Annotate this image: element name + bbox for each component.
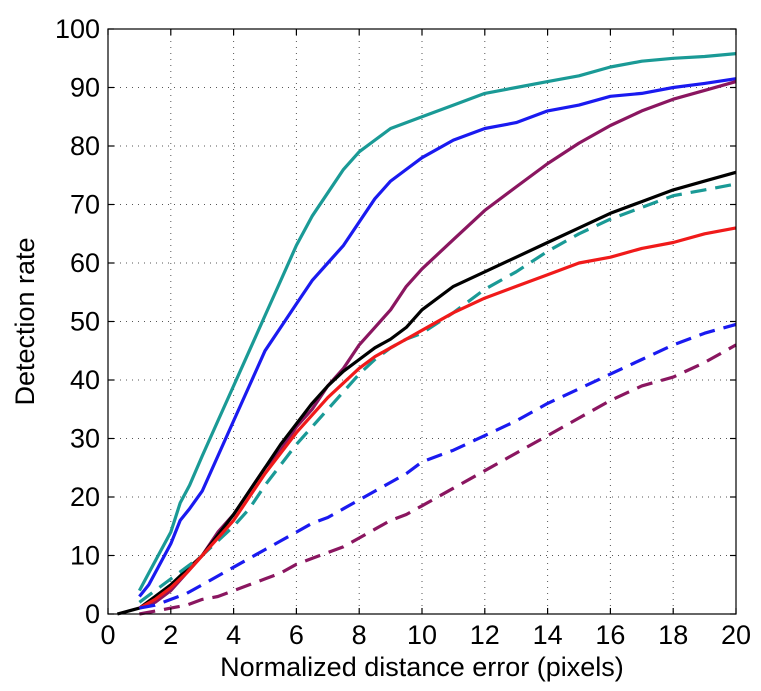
y-tick-label: 0 bbox=[85, 599, 100, 629]
y-tick-label: 90 bbox=[70, 73, 100, 103]
x-tick-label: 20 bbox=[721, 620, 751, 650]
x-tick-label: 16 bbox=[595, 620, 625, 650]
y-tick-label: 30 bbox=[70, 424, 100, 454]
y-tick-label: 80 bbox=[70, 131, 100, 161]
y-tick-label: 40 bbox=[70, 365, 100, 395]
x-tick-label: 14 bbox=[533, 620, 563, 650]
series-line-purple-dashed bbox=[139, 343, 737, 616]
y-tick-label: 50 bbox=[70, 307, 100, 337]
x-tick-label: 18 bbox=[658, 620, 688, 650]
x-tick-label: 8 bbox=[352, 620, 367, 650]
x-tick-label: 4 bbox=[226, 620, 241, 650]
series-line-blue-solid bbox=[138, 77, 737, 598]
y-tick-label: 10 bbox=[70, 541, 100, 571]
y-tick-label: 20 bbox=[70, 482, 100, 512]
ticks: 0 2 4 6 8 10 12 14 16 18 20 0 10 20 30 40 50 60 70 80 90 100 bbox=[55, 14, 751, 650]
x-tick-label: 10 bbox=[407, 620, 437, 650]
x-tick-label: 0 bbox=[100, 620, 115, 650]
series-line-red-solid bbox=[138, 226, 737, 610]
x-axis-label: Normalized distance error (pixels) bbox=[220, 652, 624, 682]
y-tick-label: 70 bbox=[70, 190, 100, 220]
y-axis-label: Detection rate bbox=[10, 237, 40, 405]
y-tick-label: 100 bbox=[55, 14, 100, 44]
series-layer bbox=[116, 52, 737, 616]
x-tick-label: 12 bbox=[470, 620, 500, 650]
x-tick-label: 2 bbox=[163, 620, 178, 650]
series-line-teal-solid bbox=[137, 52, 737, 592]
series-line-blue-dashed bbox=[139, 322, 737, 610]
y-tick-label: 60 bbox=[70, 248, 100, 278]
x-tick-label: 6 bbox=[289, 620, 304, 650]
